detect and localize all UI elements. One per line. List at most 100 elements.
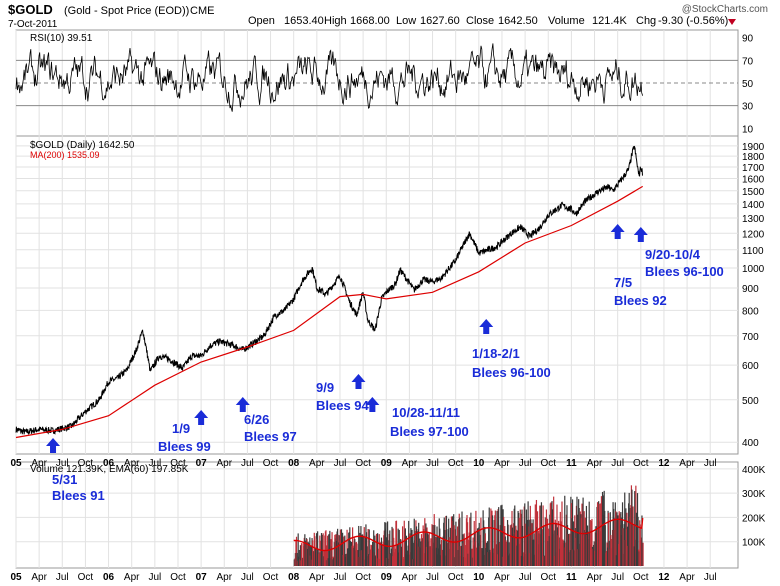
x-tick-label: 11 — [566, 572, 577, 583]
volume-bar — [496, 510, 498, 566]
x-tick-label: 06 — [103, 458, 115, 469]
price-tick-label: 1900 — [742, 142, 765, 153]
rsi-tick-label: 70 — [742, 56, 754, 67]
x-tick-label: Jul — [241, 572, 254, 583]
up-arrow-icon — [194, 410, 209, 425]
volume-bar — [571, 499, 574, 566]
volume-bar — [377, 533, 379, 566]
gold-price-line — [15, 145, 643, 436]
volume-bar — [464, 545, 466, 566]
x-tick-label: Apr — [402, 458, 418, 469]
volume-bar — [480, 517, 482, 566]
ohlc-readout: Open 1653.40 High 1668.00 Low 1627.60 Cl… — [248, 15, 736, 27]
volume-bar — [310, 546, 312, 566]
x-tick-label: Apr — [216, 458, 232, 469]
x-tick-label: Apr — [309, 572, 325, 583]
x-tick-label: Apr — [679, 572, 695, 583]
volume-bar — [600, 496, 603, 566]
volume-bar — [553, 530, 555, 566]
annotation-label: 1/18-2/1 — [472, 346, 520, 361]
x-tick-label: Apr — [587, 572, 603, 583]
volume-bar — [558, 520, 560, 566]
x-tick-label: Apr — [31, 458, 47, 469]
x-tick-label: Oct — [633, 572, 649, 583]
x-tick-label: Apr — [402, 572, 418, 583]
x-tick-label: Oct — [355, 572, 371, 583]
volume-bar — [395, 520, 398, 566]
symbol: $GOLD — [8, 2, 53, 17]
x-tick-label: 07 — [196, 572, 208, 583]
close-label: Close — [466, 15, 494, 27]
volume-bar — [374, 535, 376, 566]
volume-bar — [578, 507, 580, 566]
volume-bar — [488, 507, 490, 566]
volume-bar — [358, 525, 360, 566]
x-tick-label: Apr — [494, 458, 510, 469]
volume-bar — [576, 514, 579, 566]
x-tick-label: 12 — [658, 572, 670, 583]
price-tick-label: 1500 — [742, 187, 765, 198]
volume-bar — [344, 535, 346, 566]
x-tick-label: Jul — [148, 458, 161, 469]
price-tick-label: 1300 — [742, 214, 765, 225]
volume-bar — [409, 533, 411, 566]
x-tick-label: Apr — [31, 572, 47, 583]
annotation-label: Blees 96-100 — [472, 365, 551, 380]
volume-bar — [543, 525, 545, 566]
volume-bar — [425, 523, 427, 566]
volume-bar — [637, 516, 639, 566]
volume-bar — [359, 532, 361, 566]
volume-bar — [470, 512, 472, 566]
volume-bar — [461, 511, 463, 566]
volume-bar — [466, 522, 469, 566]
x-tick-label: 11 — [566, 458, 577, 469]
volume-bar — [641, 515, 643, 566]
volume-bar — [309, 537, 311, 566]
x-tick-label: Apr — [124, 458, 140, 469]
x-tick-label: Apr — [494, 572, 510, 583]
volume-tick-label: 400K — [742, 465, 766, 476]
volume-bar — [520, 513, 522, 566]
annotation-label: 6/26 — [244, 412, 269, 427]
down-triangle-icon — [728, 19, 736, 25]
up-arrow-icon — [633, 227, 648, 242]
volume-bar — [439, 528, 441, 566]
rsi-tick-label: 30 — [742, 102, 754, 113]
volume-bar — [322, 533, 324, 566]
up-arrow-icon — [365, 397, 380, 412]
volume-bar — [363, 527, 365, 566]
annotation-label: 1/9 — [172, 421, 190, 436]
x-tick-label: Oct — [448, 458, 464, 469]
price-tick-label: 800 — [742, 306, 759, 317]
annotation-label: 10/28-11/11 — [392, 405, 460, 420]
x-tick-label: Oct — [78, 572, 94, 583]
volume-bar — [524, 523, 526, 566]
volume-bar — [462, 534, 464, 566]
x-tick-label: Apr — [587, 458, 603, 469]
volume-bar — [319, 535, 321, 566]
x-tick-label: Oct — [170, 572, 186, 583]
price-tick-label: 400 — [742, 438, 759, 449]
volume-bar — [389, 530, 391, 566]
x-tick-label: Apr — [124, 572, 140, 583]
volume-bar — [373, 530, 375, 566]
volume-bar — [589, 520, 591, 566]
x-tick-label: Jul — [334, 572, 347, 583]
symbol-description: (Gold - Spot Price (EOD)) — [64, 5, 189, 17]
volume-bar — [507, 524, 509, 566]
volume-bar — [581, 503, 583, 566]
annotation-label: 9/20-10/4 — [645, 247, 701, 262]
annotation-label: Blees 96-100 — [645, 264, 724, 279]
price-tick-label: 600 — [742, 361, 759, 372]
x-tick-label: 12 — [658, 458, 670, 469]
x-tick-label: Jul — [148, 572, 161, 583]
annotation-label: Blees 97 — [244, 429, 297, 444]
volume-bar — [550, 502, 552, 566]
volume-bar — [540, 502, 543, 566]
volume-bar — [340, 529, 343, 566]
volume-bar — [561, 501, 563, 566]
x-tick-label: Jul — [334, 458, 347, 469]
annotation-label: Blees 92 — [614, 293, 667, 308]
volume-bar — [478, 522, 480, 566]
x-tick-label: 09 — [381, 572, 393, 583]
